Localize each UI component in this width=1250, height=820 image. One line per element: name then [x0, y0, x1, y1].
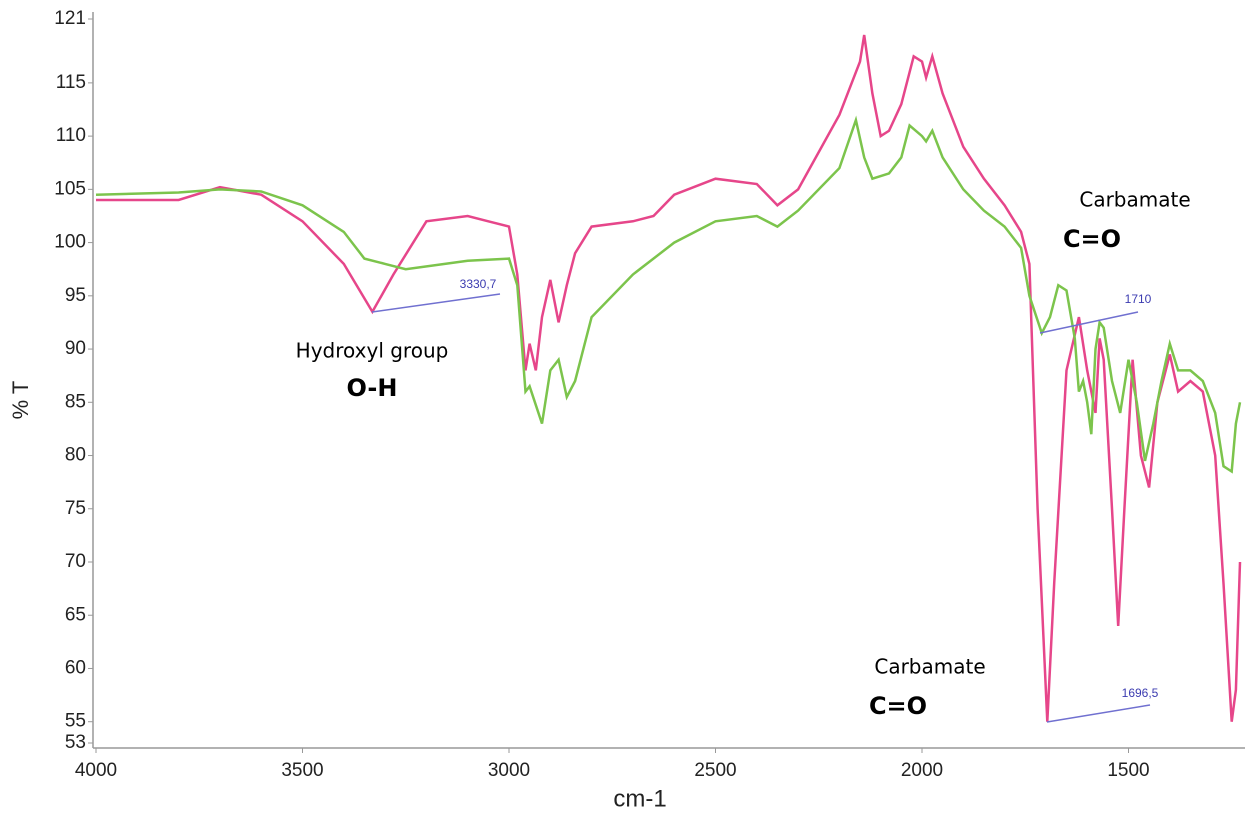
- x-tick-label: 1500: [1107, 760, 1149, 781]
- y-axis-label: % T: [8, 381, 33, 420]
- x-tick-label: 2000: [901, 760, 943, 781]
- y-tick-label: 80: [65, 445, 86, 466]
- x-tick-label: 3000: [488, 760, 530, 781]
- annotation: O-H: [347, 374, 398, 402]
- peak-leader: [1039, 311, 1139, 334]
- y-tick-label: 60: [65, 657, 86, 678]
- y-tick-label: 95: [65, 285, 86, 306]
- y-tick-label: 121: [54, 8, 86, 29]
- annotation: 3330,7: [460, 277, 497, 291]
- y-tick-label: 70: [65, 551, 86, 572]
- annotation: C=O: [869, 692, 927, 720]
- peak-leader: [1046, 704, 1151, 723]
- annotation: 1710: [1125, 292, 1152, 306]
- y-tick-label: 55: [65, 711, 86, 732]
- y-tick-label: 90: [65, 338, 86, 359]
- annotation: Carbamate: [1079, 188, 1190, 212]
- y-tick-label: 105: [54, 178, 86, 199]
- y-tick-label: 65: [65, 604, 86, 625]
- x-tick-label: 4000: [75, 760, 117, 781]
- peak-leader: [371, 293, 501, 313]
- y-tick-label: 115: [56, 72, 86, 93]
- annotation: C=O: [1063, 225, 1121, 253]
- x-tick-label: 3500: [281, 760, 323, 781]
- annotation: Hydroxyl group: [296, 339, 449, 363]
- y-tick-label: 75: [65, 498, 86, 519]
- series-line: [95, 115, 1242, 474]
- y-tick-label: 100: [54, 232, 86, 253]
- y-tick-label: 110: [56, 125, 86, 146]
- x-axis-label: cm-1: [613, 785, 666, 812]
- series-line: [96, 34, 1242, 722]
- annotation: 1696,5: [1122, 686, 1159, 700]
- x-tick-label: 2500: [694, 760, 736, 781]
- y-tick-label: 53: [65, 732, 86, 753]
- annotation: Carbamate: [874, 655, 985, 679]
- y-tick-label: 85: [65, 391, 86, 412]
